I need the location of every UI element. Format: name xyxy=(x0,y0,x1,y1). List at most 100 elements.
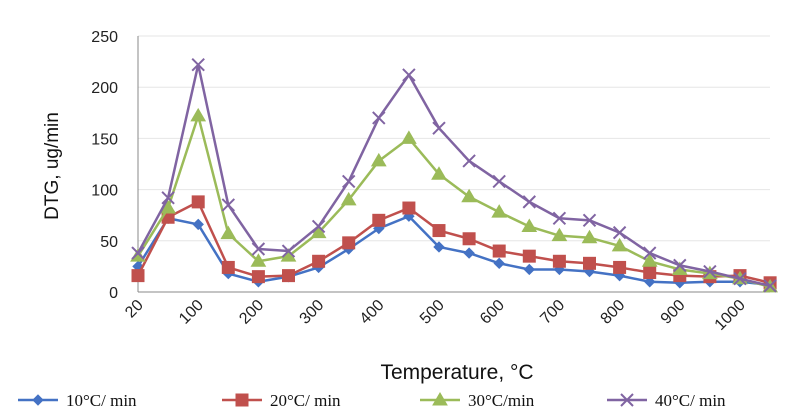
data-point xyxy=(192,218,204,231)
y-tick-label: 50 xyxy=(100,234,118,251)
x-axis-ticks: 20 100 200 300 400 500 600 700 800 900 1000 xyxy=(122,297,749,334)
data-point xyxy=(522,249,536,263)
data-point-stroke xyxy=(251,242,266,256)
legend: 10°C/ min 20°C/ min 30°C/min 40°C/ min xyxy=(18,391,726,410)
data-point xyxy=(523,263,536,276)
data-point-stroke xyxy=(131,246,145,260)
data-point xyxy=(370,152,387,167)
series-line xyxy=(136,214,771,287)
data-point xyxy=(582,213,597,228)
data-point xyxy=(311,219,326,234)
x-tick-label: 800 xyxy=(598,297,629,328)
data-point xyxy=(581,229,598,244)
data-point xyxy=(342,236,356,250)
data-point xyxy=(521,218,538,232)
data-point-stroke xyxy=(281,244,296,258)
data-point xyxy=(221,260,235,274)
y-tick-label: 200 xyxy=(91,80,118,97)
data-point xyxy=(461,188,477,203)
data-point xyxy=(160,200,176,214)
data-point xyxy=(251,242,266,256)
data-point xyxy=(462,232,476,246)
data-point xyxy=(312,254,326,268)
legend-marker xyxy=(432,392,448,406)
data-point xyxy=(673,258,687,273)
data-point xyxy=(643,276,656,288)
data-point-stroke xyxy=(642,246,657,260)
x-tick-label: 400 xyxy=(357,297,388,328)
data-point xyxy=(372,213,386,227)
data-point xyxy=(432,121,446,135)
data-point xyxy=(522,195,537,209)
x-tick-label: 100 xyxy=(176,297,207,328)
legend-label: 20°C/ min xyxy=(270,391,341,410)
data-point xyxy=(191,57,205,72)
x-tick-label: 300 xyxy=(297,297,328,328)
legend-label: 10°C/ min xyxy=(66,391,137,410)
data-point xyxy=(463,247,475,259)
data-point-stroke xyxy=(372,111,386,125)
legend-item: 30°C/min xyxy=(420,391,535,410)
legend-item: 20°C/ min xyxy=(222,391,341,410)
data-point xyxy=(401,130,417,144)
data-point-stroke xyxy=(733,271,747,286)
series-line xyxy=(136,63,771,288)
data-point xyxy=(491,204,508,218)
data-point xyxy=(402,201,416,215)
data-point-stroke xyxy=(311,219,326,234)
data-point xyxy=(583,256,596,270)
data-point xyxy=(310,224,327,239)
series-2 xyxy=(131,195,777,290)
data-point xyxy=(462,154,476,168)
data-point xyxy=(190,107,207,122)
legend-item: 40°C/ min xyxy=(607,391,726,410)
data-point xyxy=(642,246,657,260)
x-tick-label: 600 xyxy=(477,297,508,328)
y-tick-label: 250 xyxy=(91,29,118,46)
data-point xyxy=(131,269,145,283)
data-point-stroke xyxy=(161,191,175,205)
data-point xyxy=(552,211,567,225)
legend-label: 40°C/ min xyxy=(655,391,726,410)
data-point xyxy=(402,68,416,82)
data-point xyxy=(643,266,657,280)
data-point xyxy=(431,166,447,180)
data-point xyxy=(492,244,506,258)
y-tick-label: 100 xyxy=(91,183,118,200)
data-point xyxy=(733,271,747,286)
data-point xyxy=(552,254,566,268)
x-tick-label: 1000 xyxy=(712,297,749,334)
data-point xyxy=(220,225,237,240)
legend-item: 10°C/ min xyxy=(18,391,137,410)
y-tick-label: 0 xyxy=(109,285,118,302)
data-point xyxy=(492,174,506,189)
y-tick-label: 150 xyxy=(91,131,118,148)
y-axis-ticks: 0 50 100 150 200 250 xyxy=(91,29,118,302)
data-point xyxy=(612,225,627,240)
data-point xyxy=(611,237,628,252)
data-point xyxy=(641,253,658,267)
legend-marker xyxy=(32,394,44,406)
data-point-stroke xyxy=(492,174,506,189)
data-point xyxy=(763,279,777,293)
data-point xyxy=(372,111,386,125)
data-point-stroke xyxy=(582,213,597,228)
x-tick-label: 700 xyxy=(537,297,568,328)
data-point-stroke xyxy=(612,225,627,240)
data-point-stroke xyxy=(673,258,687,273)
series-line xyxy=(136,114,771,289)
grid-lines xyxy=(138,35,770,242)
data-point xyxy=(250,253,267,267)
data-point xyxy=(703,264,717,279)
data-point xyxy=(432,224,446,238)
x-tick-label: 500 xyxy=(417,297,448,328)
data-point xyxy=(341,174,356,189)
data-point-stroke xyxy=(703,264,717,279)
legend-marker xyxy=(235,393,249,407)
data-point xyxy=(281,244,296,258)
series-group xyxy=(130,57,778,293)
x-tick-label: 200 xyxy=(236,297,267,328)
y-axis-title: DTG, ug/min xyxy=(42,112,63,220)
x-tick-label: 900 xyxy=(658,297,689,328)
